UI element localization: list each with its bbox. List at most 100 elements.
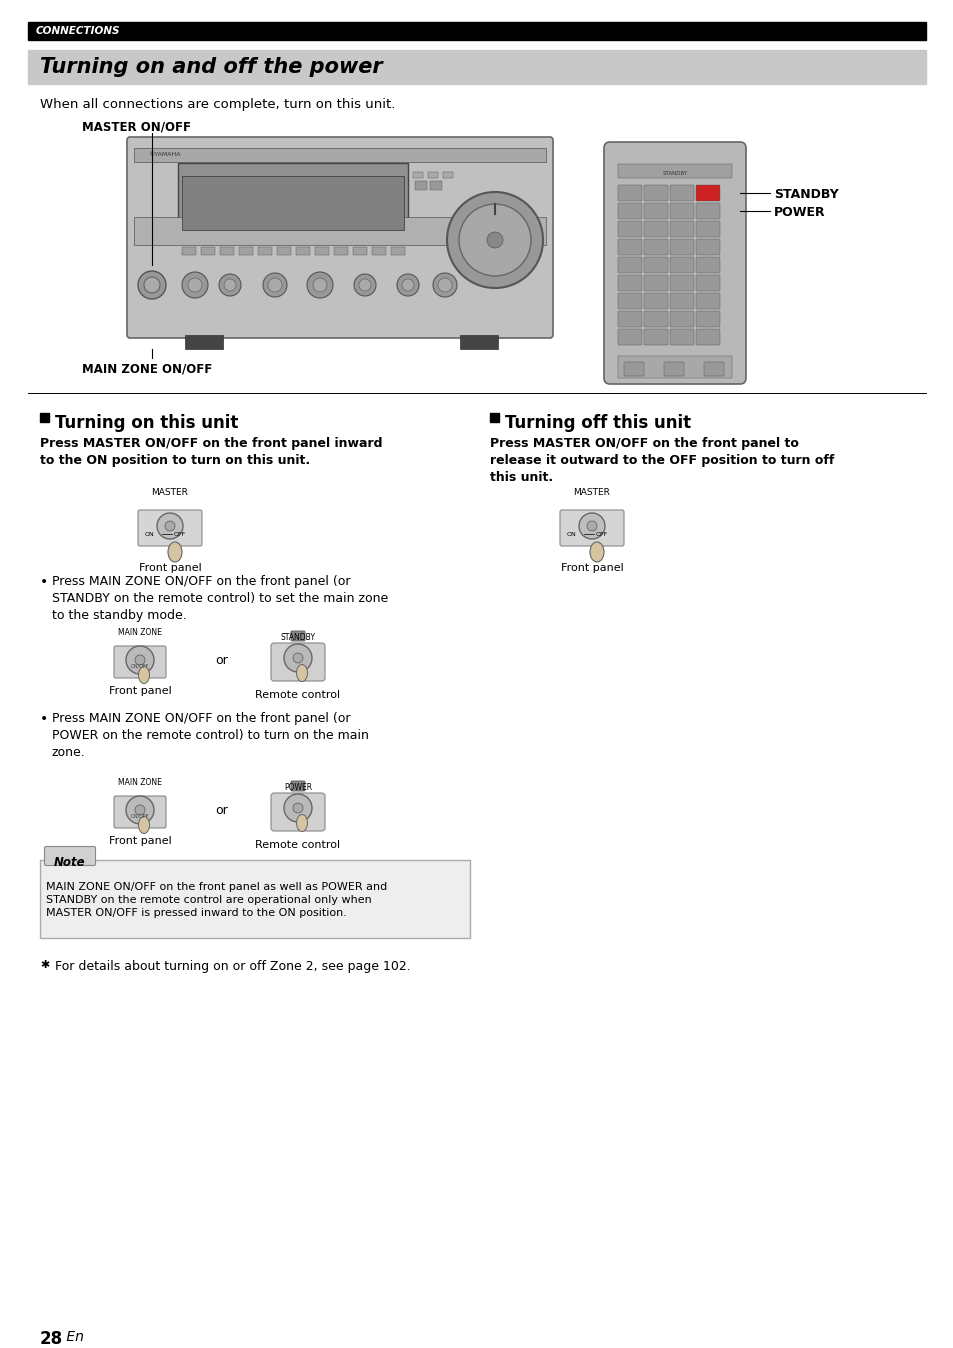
Text: MAIN ZONE ON/OFF: MAIN ZONE ON/OFF [82,363,212,375]
Text: Note: Note [54,856,86,869]
Text: Press MASTER ON/OFF on the front panel inward
to the ON position to turn on this: Press MASTER ON/OFF on the front panel i… [40,437,382,466]
Bar [353,247,367,255]
Ellipse shape [168,542,182,562]
Bar [442,173,453,178]
FancyBboxPatch shape [618,221,641,237]
Text: or: or [215,654,228,666]
Text: MAIN ZONE: MAIN ZONE [118,778,162,787]
FancyBboxPatch shape [643,239,667,255]
Text: Front panel: Front panel [560,563,622,573]
Circle shape [458,204,531,276]
FancyBboxPatch shape [618,239,641,255]
Text: 28: 28 [40,1330,63,1348]
Circle shape [293,803,303,813]
Text: POWER: POWER [284,783,312,793]
Text: OFF: OFF [173,532,186,537]
FancyBboxPatch shape [127,137,553,338]
Text: MAIN ZONE ON/OFF on the front panel as well as POWER and
STANDBY on the remote c: MAIN ZONE ON/OFF on the front panel as w… [46,882,387,918]
Text: Remote control: Remote control [255,690,340,700]
Circle shape [157,514,183,539]
FancyBboxPatch shape [643,221,667,237]
Circle shape [354,274,375,297]
Circle shape [313,278,327,293]
Text: For details about turning on or off Zone 2, see page 102.: For details about turning on or off Zone… [55,960,411,973]
Circle shape [135,655,145,665]
Text: MASTER: MASTER [152,488,189,497]
Text: ON: ON [145,532,154,537]
FancyBboxPatch shape [618,329,641,345]
Circle shape [263,274,287,297]
FancyBboxPatch shape [669,275,693,291]
FancyBboxPatch shape [643,257,667,274]
Text: Remote control: Remote control [255,840,340,851]
Circle shape [165,520,174,531]
Circle shape [126,646,153,674]
Bar [459,336,497,349]
Text: •: • [40,712,49,727]
Text: ®YAMAHA: ®YAMAHA [148,152,180,156]
FancyBboxPatch shape [618,293,641,309]
Text: CONNECTIONS: CONNECTIONS [36,26,120,36]
FancyBboxPatch shape [669,311,693,328]
FancyBboxPatch shape [696,185,720,201]
FancyBboxPatch shape [45,847,95,865]
Circle shape [293,652,303,663]
Text: •: • [40,576,49,589]
Ellipse shape [138,666,150,683]
Ellipse shape [296,814,307,832]
FancyBboxPatch shape [618,185,641,201]
Circle shape [307,272,333,298]
Circle shape [268,278,282,293]
Bar [391,247,405,255]
Circle shape [144,276,160,293]
Text: Press MAIN ZONE ON/OFF on the front panel (or
POWER on the remote control) to tu: Press MAIN ZONE ON/OFF on the front pane… [52,712,369,759]
Circle shape [433,274,456,297]
Circle shape [188,278,202,293]
FancyBboxPatch shape [703,363,723,376]
FancyBboxPatch shape [696,239,720,255]
Circle shape [284,644,312,673]
Text: POWER: POWER [773,205,824,218]
Bar [490,412,498,422]
Circle shape [135,805,145,816]
FancyBboxPatch shape [603,142,745,384]
Circle shape [126,797,153,824]
FancyBboxPatch shape [696,293,720,309]
Bar [239,247,253,255]
Text: ON/OFF: ON/OFF [131,665,149,669]
Text: MAIN ZONE: MAIN ZONE [118,628,162,638]
Circle shape [401,279,414,291]
Circle shape [437,278,452,293]
Text: Front panel: Front panel [109,686,172,696]
Bar [334,247,348,255]
Bar [276,247,291,255]
Text: ✱: ✱ [40,960,50,971]
FancyBboxPatch shape [643,275,667,291]
Circle shape [396,274,418,297]
FancyBboxPatch shape [696,329,720,345]
Text: Front panel: Front panel [138,563,201,573]
Bar [28,22,925,40]
FancyBboxPatch shape [643,293,667,309]
Circle shape [224,279,235,291]
Text: Press MAIN ZONE ON/OFF on the front panel (or
STANDBY on the remote control) to : Press MAIN ZONE ON/OFF on the front pane… [52,576,388,621]
FancyBboxPatch shape [669,293,693,309]
Text: Turning on this unit: Turning on this unit [55,414,238,431]
Bar [40,412,49,422]
FancyBboxPatch shape [271,643,325,681]
FancyBboxPatch shape [669,204,693,218]
FancyBboxPatch shape [696,311,720,328]
FancyBboxPatch shape [696,204,720,218]
Bar [182,247,195,255]
Bar [28,50,925,84]
Ellipse shape [589,542,603,562]
FancyBboxPatch shape [643,329,667,345]
Circle shape [447,191,542,288]
FancyBboxPatch shape [669,185,693,201]
Bar [133,148,545,162]
FancyBboxPatch shape [113,797,166,828]
Bar [618,164,731,178]
Text: En: En [62,1330,84,1344]
Text: MASTER ON/OFF: MASTER ON/OFF [82,120,191,133]
Bar [372,247,386,255]
